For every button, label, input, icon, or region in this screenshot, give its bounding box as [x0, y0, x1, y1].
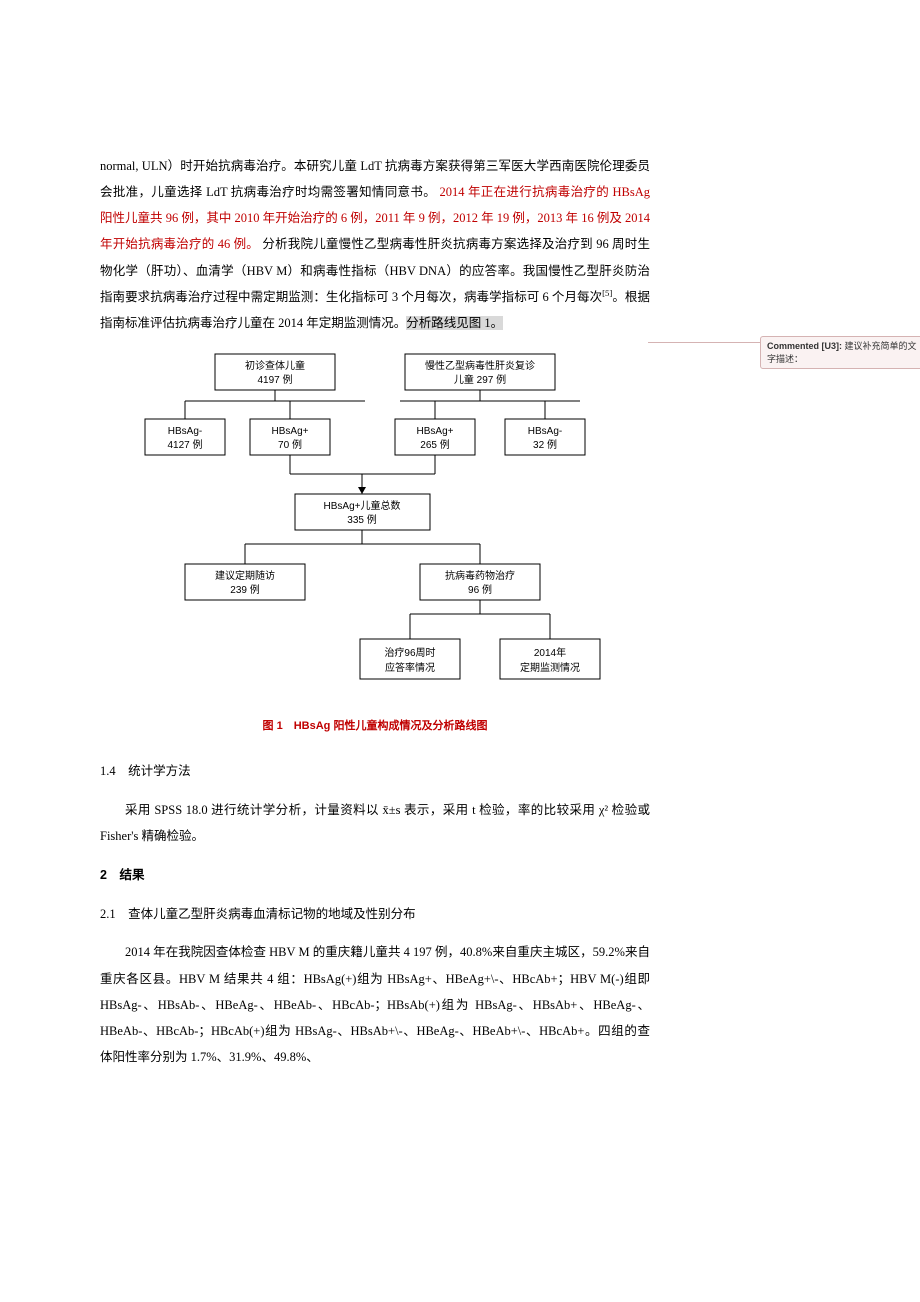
- document-page: normal, ULN）时开始抗病毒治疗。本研究儿童 LdT 抗病毒方案获得第三…: [0, 0, 755, 1143]
- svg-text:HBsAg+: HBsAg+: [417, 426, 454, 437]
- svg-text:建议定期随访: 建议定期随访: [215, 569, 275, 582]
- node-followup: 慢性乙型病毒性肝炎复诊 儿童 297 例: [405, 354, 555, 390]
- section-2-heading: 2 结果: [100, 862, 650, 888]
- svg-text:儿童 297 例: 儿童 297 例: [454, 373, 506, 386]
- node-2014-monitoring: 2014年 定期监测情况: [500, 639, 600, 679]
- svg-text:HBsAg-: HBsAg-: [168, 426, 202, 437]
- node-hbsag-pos-265: HBsAg+ 265 例: [395, 419, 475, 455]
- section-2-1-heading: 2.1 查体儿童乙型肝炎病毒血清标记物的地域及性别分布: [100, 901, 650, 927]
- citation-5: [5]: [602, 288, 612, 298]
- figure-1-caption: 图 1 HBsAg 阳性儿童构成情况及分析路线图: [100, 715, 650, 738]
- svg-text:32 例: 32 例: [533, 438, 557, 451]
- svg-text:239 例: 239 例: [230, 583, 259, 596]
- paragraph-1: normal, ULN）时开始抗病毒治疗。本研究儿童 LdT 抗病毒方案获得第三…: [100, 153, 650, 337]
- svg-text:抗病毒药物治疗: 抗病毒药物治疗: [445, 569, 515, 582]
- svg-text:4127 例: 4127 例: [167, 438, 202, 451]
- section-1-4-heading: 1.4 统计学方法: [100, 758, 650, 784]
- svg-text:70 例: 70 例: [278, 438, 302, 451]
- node-hbsag-neg-32: HBsAg- 32 例: [505, 419, 585, 455]
- node-hbsag-neg-4127: HBsAg- 4127 例: [145, 419, 225, 455]
- node-hbsag-pos-total-335: HBsAg+儿童总数 335 例: [295, 494, 430, 530]
- svg-text:96 例: 96 例: [468, 583, 492, 596]
- svg-text:2014年: 2014年: [534, 646, 566, 659]
- svg-text:初诊查体儿童: 初诊查体儿童: [245, 359, 305, 372]
- paragraph-2-1: 2014 年在我院因查体检查 HBV M 的重庆籍儿童共 4 197 例，40.…: [100, 939, 650, 1070]
- svg-text:4197 例: 4197 例: [257, 373, 292, 386]
- node-hbsag-pos-70: HBsAg+ 70 例: [250, 419, 330, 455]
- svg-text:治疗96周时: 治疗96周时: [384, 646, 435, 659]
- svg-text:应答率情况: 应答率情况: [385, 661, 435, 674]
- svg-text:HBsAg-: HBsAg-: [528, 426, 562, 437]
- node-96week-response: 治疗96周时 应答率情况: [360, 639, 460, 679]
- svg-text:慢性乙型病毒性肝炎复诊: 慢性乙型病毒性肝炎复诊: [425, 359, 535, 372]
- svg-text:HBsAg+儿童总数: HBsAg+儿童总数: [324, 499, 401, 512]
- svg-text:265 例: 265 例: [420, 438, 449, 451]
- node-initial-exam: 初诊查体儿童 4197 例: [215, 354, 335, 390]
- paragraph-1-4: 采用 SPSS 18.0 进行统计学分析，计量资料以 x̄±s 表示，采用 t …: [100, 797, 650, 850]
- svg-text:HBsAg+: HBsAg+: [272, 426, 309, 437]
- comment-bubble-u3[interactable]: Commented [U3]: 建议补充简单的文字描述：: [760, 336, 920, 369]
- node-followup-239: 建议定期随访 239 例: [185, 564, 305, 600]
- node-antiviral-96: 抗病毒药物治疗 96 例: [420, 564, 540, 600]
- svg-text:定期监测情况: 定期监测情况: [520, 661, 580, 674]
- comment-head: Commented [U3]:: [767, 341, 842, 351]
- svg-text:335 例: 335 例: [347, 513, 376, 526]
- figure-1-flowchart: 初诊查体儿童 4197 例 慢性乙型病毒性肝炎复诊 儿童 297 例 HBsAg…: [135, 349, 615, 709]
- para1-highlight: 分析路线见图 1。: [406, 316, 503, 330]
- comment-connector-line: [648, 342, 760, 343]
